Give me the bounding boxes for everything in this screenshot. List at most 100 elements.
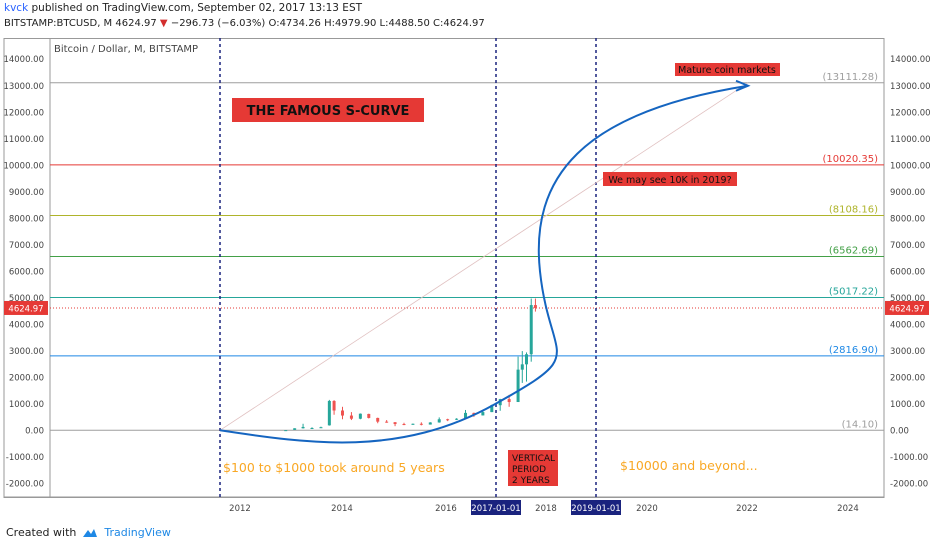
last-price: 4624.97	[115, 18, 157, 29]
y-tick-right: 4000.00	[890, 321, 925, 331]
candle-body	[533, 305, 537, 308]
candle-body	[481, 412, 485, 416]
candle-body	[411, 423, 415, 425]
tenk-label: We may see 10K in 2019?	[608, 175, 731, 186]
left-annotation: $100 to $1000 took around 5 years	[223, 460, 445, 475]
y-tick-left: 14000.00	[3, 55, 44, 65]
y-tick-left: 6000.00	[9, 267, 44, 277]
x-tick-label: 2014	[331, 504, 353, 514]
y-tick-right: 8000.00	[890, 214, 925, 224]
brand-link[interactable]: TradingView	[104, 526, 171, 539]
symbol-info: BITSTAMP:BTCUSD, M 4624.97 ▼ −296.73 (−6…	[4, 18, 485, 29]
candle-body	[301, 426, 305, 429]
y-tick-left: 9000.00	[9, 188, 44, 198]
created-with-label: Created with	[6, 526, 77, 539]
x-tick-label: 2016	[435, 504, 457, 514]
x-tick-label: 2020	[636, 504, 658, 514]
chart-svg[interactable]: 14000.00 14000.00 13000.00 13000.00 12000.00…	[3, 38, 931, 518]
candle-body	[402, 424, 406, 426]
tradingview-logo-icon	[83, 528, 98, 537]
y-tick-right: 10000.00	[890, 161, 931, 171]
pair-label: Bitcoin / Dollar, M, BITSTAMP	[54, 44, 199, 55]
ohlc-close: C:4624.97	[433, 18, 485, 29]
right-annotation: $10000 and beyond...	[620, 458, 758, 473]
y-tick-left: 12000.00	[3, 108, 44, 118]
y-tick-right: 14000.00	[890, 55, 931, 65]
candle-body	[319, 427, 323, 429]
candle-body	[490, 405, 494, 413]
footer: Created with TradingView	[6, 526, 171, 539]
price-change: −296.73 (−6.03%)	[170, 18, 266, 29]
level-label: (2816.90)	[829, 345, 878, 356]
level-label: (10020.35)	[822, 154, 878, 165]
mature-box	[675, 63, 780, 76]
title-box	[232, 98, 424, 122]
tenk-box	[603, 172, 737, 186]
y-tick-left: -2000.00	[6, 480, 44, 490]
level-label: (14.10)	[842, 419, 879, 430]
y-tick-left: 10000.00	[3, 161, 44, 171]
y-tick-left: 3000.00	[9, 347, 44, 357]
candle-body	[327, 400, 331, 426]
price-tag-right	[885, 300, 929, 315]
candle-body	[455, 418, 459, 420]
mature-label: Mature coin markets	[678, 65, 776, 76]
candle-body	[520, 364, 524, 370]
candle-body	[349, 415, 353, 419]
ohlc-open: O:4734.26	[268, 18, 321, 29]
y-tick-right: 11000.00	[890, 135, 931, 145]
x-tick-highlight	[471, 500, 521, 515]
candle-body	[385, 421, 389, 423]
y-tick-left: 2000.00	[9, 374, 44, 384]
y-tick-left: 0.00	[25, 427, 44, 437]
y-tick-left: 11000.00	[3, 135, 44, 145]
candle-body	[524, 354, 528, 365]
vertical-label: PERIOD	[512, 465, 546, 475]
candle-body	[332, 400, 336, 411]
plot-border	[3, 38, 885, 498]
y-tick-right: 6000.00	[890, 267, 925, 277]
y-tick-right: 3000.00	[890, 347, 925, 357]
x-tick-label: 2018	[535, 504, 557, 514]
trend-line	[219, 82, 749, 431]
level-label: (5017.22)	[829, 287, 878, 298]
s-curve-path	[219, 84, 749, 444]
candle-body	[367, 413, 371, 418]
candle-body	[464, 412, 468, 419]
vertical-box	[508, 450, 558, 486]
published-text: published on TradingView.com, September …	[31, 2, 363, 14]
candle-body	[376, 417, 380, 422]
y-tick-left: 5000.00	[9, 294, 44, 304]
y-tick-left: 1000.00	[9, 400, 44, 410]
candle-body	[446, 419, 450, 421]
x-tick-label: 2012	[229, 504, 251, 514]
candle-body	[507, 399, 511, 403]
level-label: (13111.28)	[822, 72, 878, 83]
chart-title: THE FAMOUS S-CURVE	[247, 104, 410, 119]
y-tick-right: 12000.00	[890, 108, 931, 118]
chart-area[interactable]: 14000.00 14000.00 13000.00 13000.00 12000.00…	[3, 38, 931, 518]
y-tick-right: 1000.00	[890, 400, 925, 410]
candle-body	[340, 410, 344, 416]
y-tick-right: 0.00	[890, 427, 909, 437]
y-tick-right: 9000.00	[890, 188, 925, 198]
y-tick-right: 5000.00	[890, 294, 925, 304]
author-link[interactable]: kvck	[4, 2, 29, 14]
y-tick-left: 4000.00	[9, 321, 44, 331]
candle-body	[529, 305, 533, 355]
publish-info: kvck published on TradingView.com, Septe…	[4, 2, 362, 14]
level-label: (8108.16)	[829, 205, 878, 216]
x-tick-label: 2019-01-01	[571, 504, 620, 514]
x-tick-highlight	[571, 500, 621, 515]
price-tag-left-text: 4624.97	[8, 304, 43, 314]
y-tick-right: 7000.00	[890, 241, 925, 251]
y-tick-left: 7000.00	[9, 241, 44, 251]
candle-body	[284, 430, 288, 432]
candle-body	[428, 422, 432, 425]
y-tick-right: 13000.00	[890, 82, 931, 92]
vertical-label: 2 YEARS	[512, 476, 550, 486]
candle-body	[293, 428, 297, 430]
symbol-text: BITSTAMP:BTCUSD, M	[4, 18, 113, 29]
candle-body	[419, 423, 423, 425]
y-tick-right: -2000.00	[890, 480, 928, 490]
